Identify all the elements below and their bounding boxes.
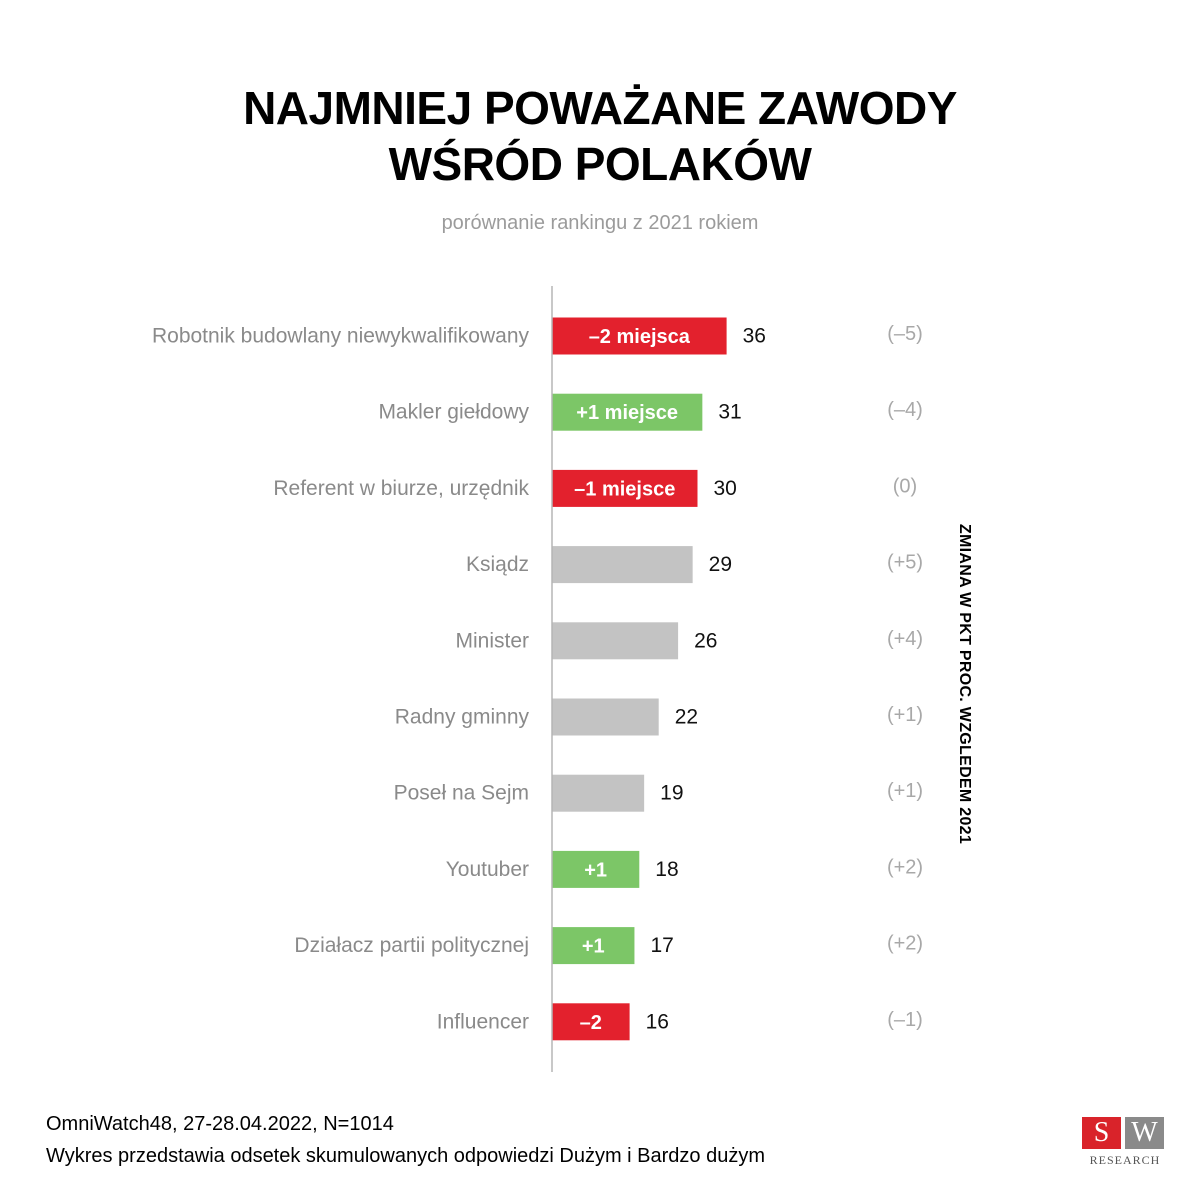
chart-title: NAJMNIEJ POWAŻANE ZAWODY WŚRÓD POLAKÓW bbox=[0, 80, 1200, 192]
change-vs-2021-label: (+5) bbox=[887, 552, 923, 574]
data-label: 36 bbox=[743, 325, 766, 348]
data-label: 22 bbox=[675, 706, 698, 729]
rank-change-label: –2 miejsca bbox=[589, 326, 691, 348]
data-label: 16 bbox=[646, 1010, 669, 1033]
category-label: Referent w biurze, urzędnik bbox=[273, 477, 529, 500]
sw-research-logo: S W RESEARCH bbox=[1082, 1117, 1168, 1168]
bar bbox=[552, 469, 698, 507]
footer: OmniWatch48, 27-28.04.2022, N=1014 Wykre… bbox=[46, 1108, 765, 1172]
change-vs-2021-label: (0) bbox=[893, 475, 917, 497]
rank-change-label: +1 bbox=[582, 936, 605, 958]
category-label: Makler giełdowy bbox=[378, 401, 529, 424]
bar bbox=[552, 393, 703, 431]
category-label: Influencer bbox=[437, 1010, 529, 1033]
data-label: 29 bbox=[709, 553, 732, 576]
logo-w: W bbox=[1125, 1117, 1164, 1149]
rank-change-label: +1 bbox=[584, 859, 607, 881]
logo-s: S bbox=[1082, 1117, 1121, 1149]
change-vs-2021-label: (–1) bbox=[887, 1009, 923, 1031]
data-label: 26 bbox=[694, 629, 717, 652]
rank-change-label: –1 miejsce bbox=[574, 478, 675, 500]
chart-subtitle: porównanie rankingu z 2021 rokiem bbox=[441, 212, 759, 234]
category-label: Ksiądz bbox=[466, 553, 529, 576]
data-label: 18 bbox=[655, 858, 678, 881]
category-label: Poseł na Sejm bbox=[394, 782, 529, 805]
change-vs-2021-label: (+1) bbox=[887, 704, 923, 726]
bar bbox=[552, 1003, 630, 1041]
data-label: 19 bbox=[660, 782, 683, 805]
category-label: Youtuber bbox=[446, 858, 529, 881]
change-vs-2021-label: (–4) bbox=[887, 399, 923, 421]
logo-text: RESEARCH bbox=[1089, 1153, 1161, 1167]
category-label: Działacz partii politycznej bbox=[294, 934, 529, 957]
bar bbox=[552, 850, 640, 888]
data-label: 31 bbox=[718, 401, 741, 424]
footer-note: Wykres przedstawia odsetek skumulowanych… bbox=[46, 1145, 766, 1167]
category-label: Radny gminny bbox=[395, 706, 530, 729]
data-label: 17 bbox=[650, 934, 673, 957]
bar bbox=[552, 698, 659, 736]
category-label: Minister bbox=[455, 629, 529, 652]
category-label: Robotnik budowlany niewykwalifikowany bbox=[152, 325, 530, 348]
bar bbox=[552, 317, 727, 355]
title-line-1: NAJMNIEJ POWAŻANE ZAWODY bbox=[243, 82, 957, 134]
change-vs-2021-label: (+2) bbox=[887, 856, 923, 878]
change-vs-2021-label: (+1) bbox=[887, 780, 923, 802]
footer-source: OmniWatch48, 27-28.04.2022, N=1014 bbox=[46, 1113, 394, 1135]
rank-change-label: –2 bbox=[580, 1012, 602, 1034]
bar bbox=[552, 927, 635, 965]
data-label: 30 bbox=[714, 477, 737, 500]
bar bbox=[552, 774, 645, 812]
change-vs-2021-label: (+4) bbox=[887, 628, 923, 650]
side-axis-label-text: ZMIANA W PKT PROC. WZGLEDEM 2021 bbox=[956, 523, 973, 845]
bar bbox=[552, 622, 679, 660]
bar bbox=[552, 546, 693, 584]
rank-change-label: +1 miejsce bbox=[576, 402, 678, 424]
change-vs-2021-label: (+2) bbox=[887, 933, 923, 955]
change-vs-2021-label: (–5) bbox=[887, 323, 923, 345]
title-line-2: WŚRÓD POLAKÓW bbox=[388, 138, 812, 190]
bar-chart: Robotnik budowlany niewykwalifikowany –2 … bbox=[152, 286, 923, 1072]
